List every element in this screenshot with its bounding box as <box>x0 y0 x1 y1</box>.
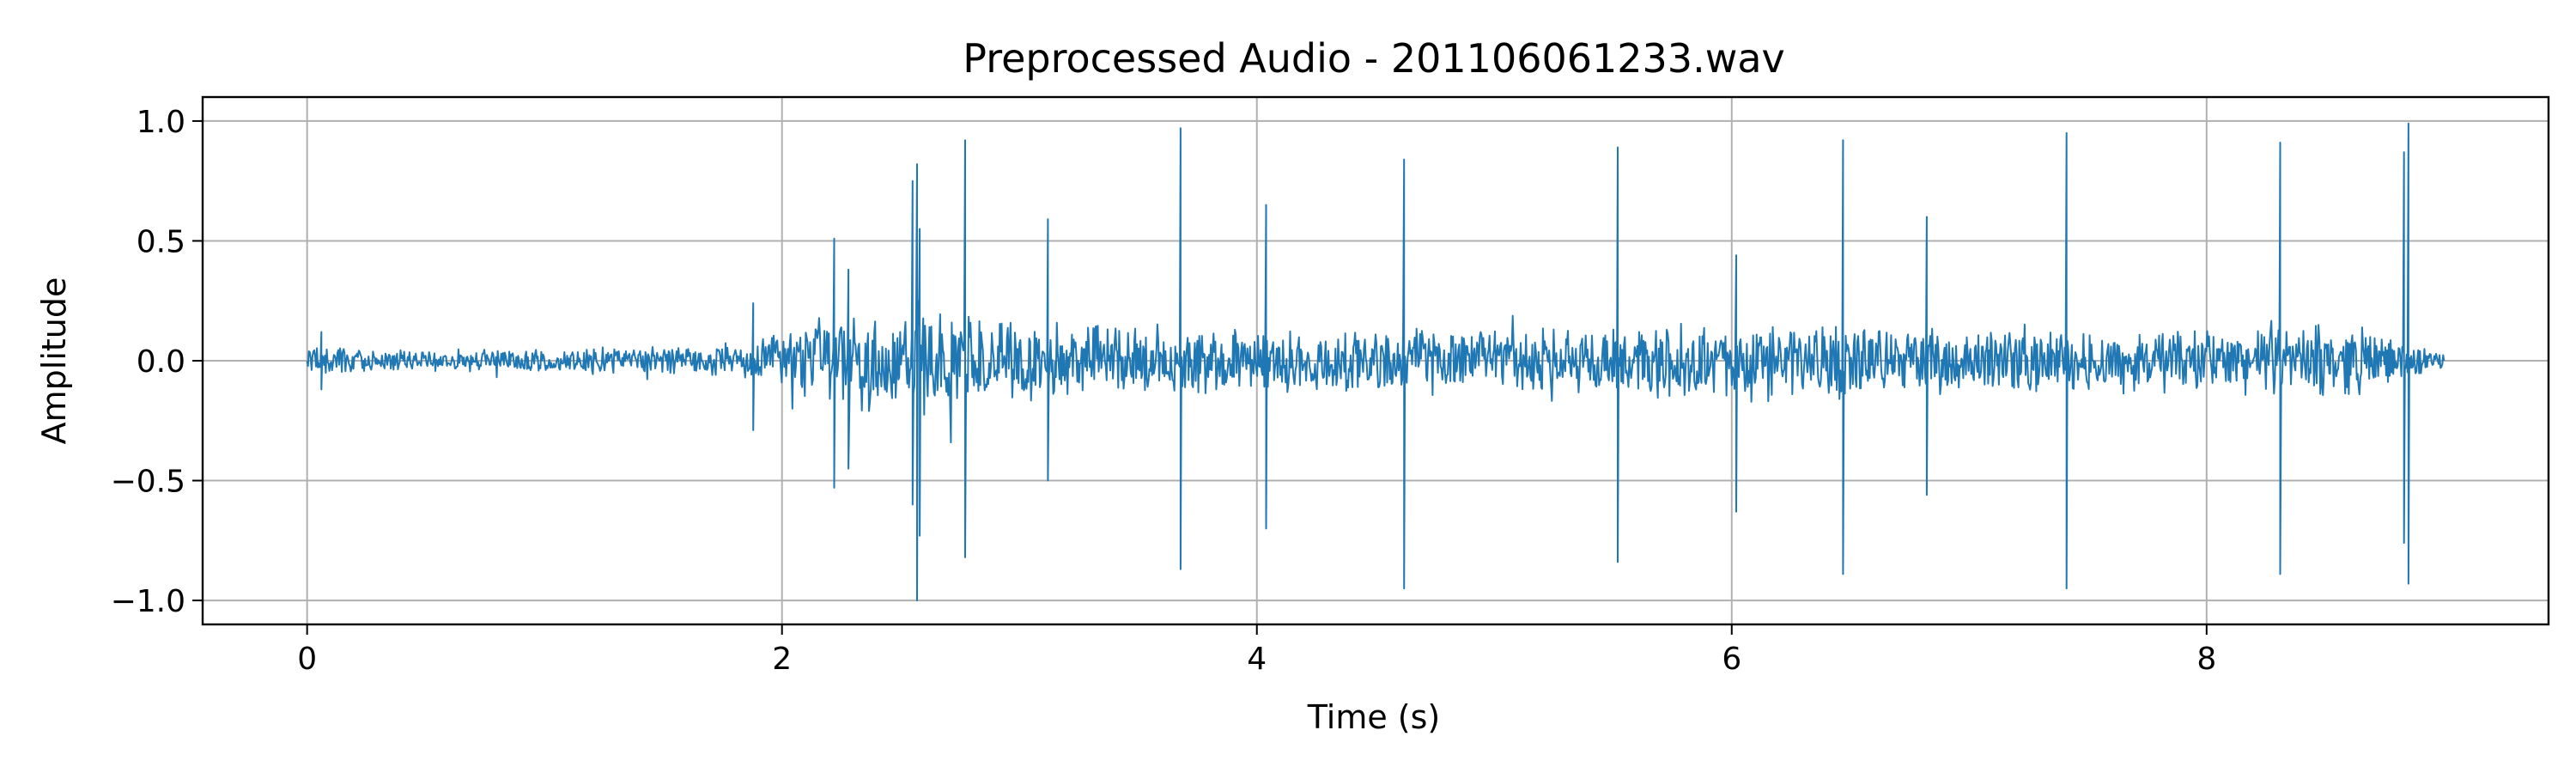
y-axis-label: Amplitude <box>35 277 73 445</box>
waveform-series-line <box>306 122 2445 602</box>
x-tick-label: 6 <box>1722 642 1741 677</box>
y-tick-label: −1.0 <box>111 584 185 619</box>
x-tick-label: 8 <box>2196 642 2216 677</box>
y-tick-label: 1.0 <box>137 105 185 140</box>
x-tick-label: 4 <box>1247 642 1267 677</box>
y-tick-label: −0.5 <box>111 465 185 500</box>
x-axis-label: Time (s) <box>1307 698 1441 736</box>
chart-title: Preprocessed Audio - 201106061233.wav <box>963 35 1784 82</box>
y-tick-label: 0.5 <box>137 224 185 259</box>
x-axis-ticks: 0 2 4 6 8 <box>297 624 2216 677</box>
y-axis-ticks: −1.0 −0.5 0.0 0.5 1.0 <box>111 105 203 619</box>
x-tick-label: 2 <box>772 642 792 677</box>
x-tick-label: 0 <box>297 642 317 677</box>
plot-area <box>306 122 2445 602</box>
y-tick-label: 0.0 <box>137 344 185 380</box>
